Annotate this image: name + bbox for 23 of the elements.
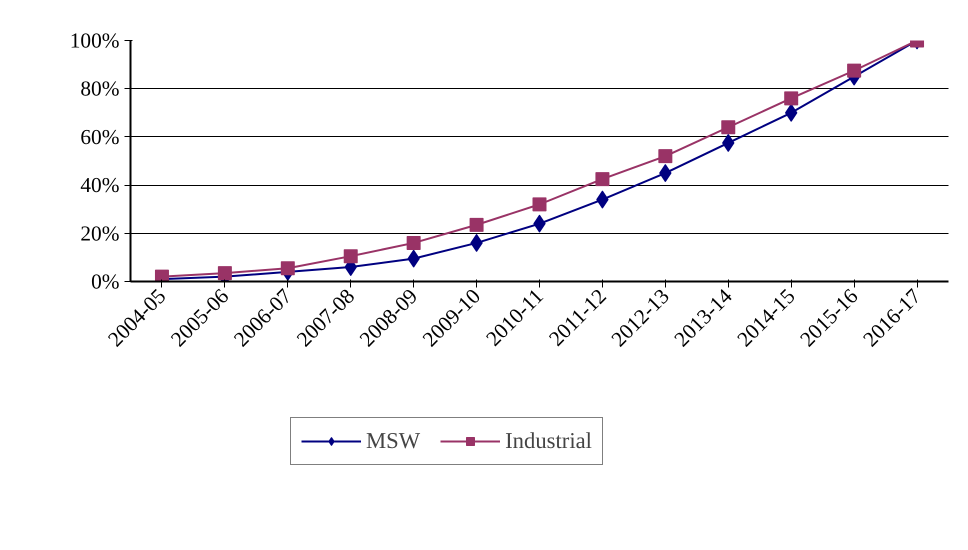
point <box>595 172 610 186</box>
point <box>533 214 546 233</box>
point <box>470 218 484 232</box>
point <box>596 190 609 209</box>
point <box>784 91 798 106</box>
point <box>406 236 421 250</box>
point <box>280 261 295 276</box>
point <box>659 164 672 182</box>
y-tick-label: 40% <box>80 173 120 198</box>
point <box>721 120 736 134</box>
legend-label: Industrial <box>505 428 592 454</box>
point <box>344 249 358 264</box>
point <box>847 64 862 78</box>
y-tick-label: 0% <box>91 270 120 294</box>
legend-label: MSW <box>366 428 420 454</box>
y-tick-label: 60% <box>80 124 120 149</box>
point <box>532 197 546 212</box>
point <box>407 250 420 268</box>
y-tick-label: 20% <box>80 221 120 246</box>
y-tick-label: 80% <box>80 76 120 101</box>
point <box>658 149 672 164</box>
y-tick-label: 100% <box>70 28 120 52</box>
point <box>470 234 483 252</box>
